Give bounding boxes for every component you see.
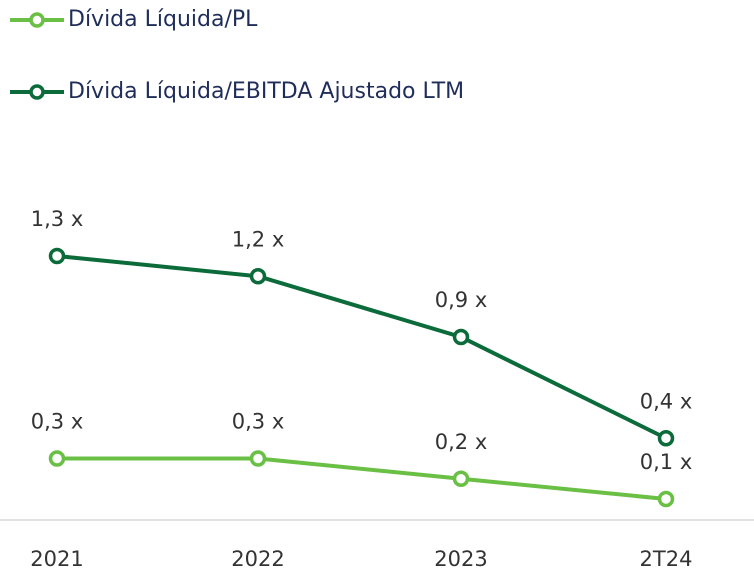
data-label: 0,1 x: [640, 450, 693, 474]
legend-marker: [29, 84, 45, 100]
line: [56, 254, 667, 441]
legend-marker: [29, 12, 45, 28]
data-label: 1,2 x: [232, 227, 285, 251]
point: [452, 328, 470, 346]
legend-label: Dívida Líquida/EBITDA Ajustado LTM: [68, 79, 464, 104]
point: [249, 268, 267, 285]
legend-label: Dívida Líquida/PL: [68, 7, 258, 32]
data-label: 0,3 x: [31, 410, 84, 434]
x-tick-label: 2022: [231, 547, 284, 571]
line: [57, 456, 667, 501]
data-label: 0,2 x: [435, 430, 488, 454]
data-label: 1,3 x: [31, 207, 84, 231]
point: [657, 430, 675, 447]
data-label: 0,4 x: [640, 389, 693, 413]
data-label: 0,9 x: [435, 288, 488, 312]
point: [48, 450, 66, 467]
x-tick-label: 2023: [434, 547, 487, 571]
point: [452, 470, 470, 487]
point: [48, 247, 66, 265]
x-tick-label: 2T24: [640, 547, 693, 571]
point: [657, 490, 675, 508]
x-tick-label: 2021: [30, 547, 83, 571]
point: [249, 450, 267, 467]
data-label: 0,3 x: [232, 410, 285, 434]
